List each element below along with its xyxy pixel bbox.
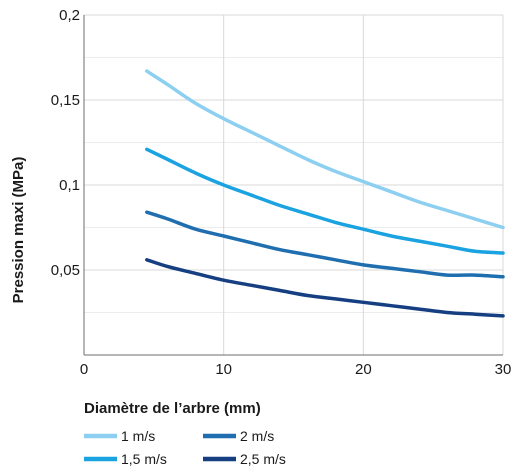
legend-label: 1 m/s (121, 428, 155, 444)
axes (83, 15, 503, 356)
series-lines (145, 69, 505, 318)
x-tick-label: 0 (80, 361, 88, 378)
legend-label: 2,5 m/s (240, 451, 286, 467)
series-line-3 (145, 210, 505, 279)
tick-labels: 0,05 0,1 0,15 0,2 0 10 20 30 (51, 7, 512, 378)
x-tick-label: 30 (495, 361, 512, 378)
y-tick-label: 0,15 (51, 92, 80, 109)
series-line-4 (145, 258, 505, 318)
series-line-2 (145, 147, 505, 255)
y-tick-label: 0,05 (51, 262, 80, 279)
y-axis-title: Pression maxi (MPa) (10, 157, 27, 304)
y-tick-label: 0,2 (59, 7, 80, 24)
series-line-1 (145, 69, 505, 230)
x-axis-title: Diamètre de l’arbre (mm) (84, 400, 261, 417)
legend: 1 m/s 1,5 m/s 2 m/s 2,5 m/s (84, 428, 286, 467)
legend-label: 1,5 m/s (121, 451, 167, 467)
y-tick-label: 0,1 (59, 177, 80, 194)
x-tick-label: 20 (355, 361, 372, 378)
x-tick-label: 10 (215, 361, 232, 378)
grid (84, 14, 504, 355)
legend-label: 2 m/s (240, 428, 274, 444)
